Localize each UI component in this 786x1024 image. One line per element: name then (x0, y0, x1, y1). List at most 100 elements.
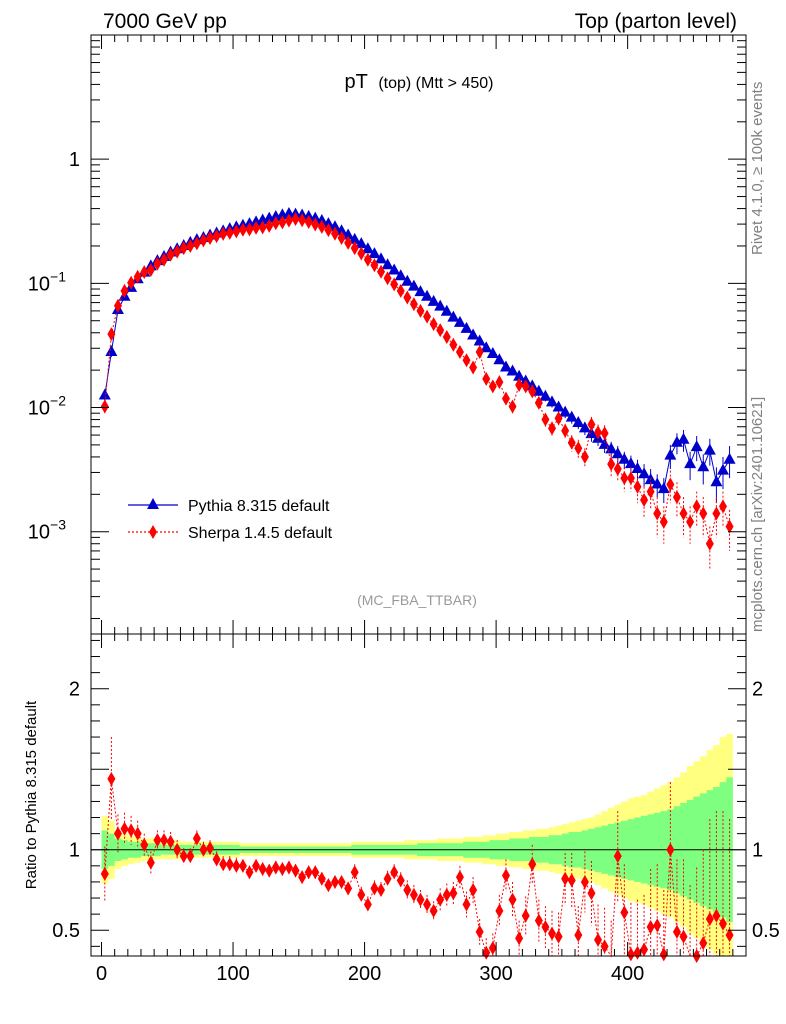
data-point-sherpa (377, 264, 386, 279)
ratio-data-point (554, 929, 563, 944)
data-point-pythia (427, 294, 440, 306)
data-point-pythia (486, 346, 499, 358)
data-point-pythia (355, 237, 368, 249)
legend-label-pythia: Pythia 8.315 default (188, 498, 330, 515)
ratio-data-point (508, 892, 517, 907)
data-point-sherpa (146, 263, 155, 278)
data-point-sherpa (666, 477, 675, 492)
data-point-sherpa (534, 395, 543, 410)
ratio-data-point (409, 887, 418, 902)
data-point-sherpa (140, 265, 149, 280)
data-point-sherpa (357, 246, 366, 261)
ratio-data-point (357, 887, 366, 902)
main-plot-axes: 110−110−210−3 (28, 35, 746, 634)
ratio-data-point (712, 908, 721, 923)
data-point-pythia (611, 447, 624, 459)
data-point-sherpa (370, 258, 379, 273)
main-y-tick-label-2: 10−2 (28, 393, 66, 420)
data-point-sherpa (600, 426, 609, 441)
ratio-plot-axes: 0 100 200 300 400 0.5 0.5 1 1 2 2 (52, 634, 780, 985)
ratio-data-point (653, 918, 662, 933)
ratio-data-point (390, 865, 399, 880)
ratio-data-point (718, 916, 727, 931)
main-plot-frame (90, 34, 747, 635)
ratio-data-point (120, 821, 129, 836)
data-point-sherpa (304, 214, 313, 229)
main-y-tick-label-base: 10 (28, 398, 50, 420)
data-point-sherpa (429, 317, 438, 332)
data-point-pythia (578, 421, 591, 433)
main-y-tick-label-exp: −1 (50, 268, 66, 284)
ratio-data-point (469, 882, 478, 897)
ratio-data-point (304, 865, 313, 880)
data-point-pythia (657, 482, 670, 494)
data-point-sherpa (626, 471, 635, 486)
data-point-pythia (598, 437, 611, 449)
ratio-data-point (206, 841, 215, 856)
data-point-sherpa (252, 220, 261, 235)
data-point-pythia (684, 457, 697, 469)
ratio-data-point (192, 831, 201, 846)
ratio-data-point (330, 874, 339, 889)
data-point-pythia (618, 452, 631, 464)
data-point-pythia (361, 242, 374, 254)
ratio-data-point (199, 842, 208, 857)
ratio-ylabel: Ratio to Pythia 8.315 default (23, 700, 40, 889)
mcplots-source-label: mcplots.cern.ch [arXiv:2401.10621] (749, 397, 766, 632)
data-point-sherpa (166, 247, 175, 262)
ratio-data-point (455, 870, 464, 885)
data-point-sherpa (659, 514, 668, 529)
data-point-sherpa (692, 499, 701, 514)
data-point-sherpa (620, 471, 629, 486)
data-point-pythia (421, 289, 434, 301)
data-point-pythia (407, 279, 420, 291)
data-point-pythia (677, 432, 690, 444)
data-point-sherpa (330, 226, 339, 241)
ratio-y-tick-label-2: 2 (69, 679, 80, 701)
data-point-sherpa (113, 298, 122, 313)
ratio-data-point (449, 886, 458, 901)
data-point-sherpa (554, 411, 563, 426)
data-point-sherpa (679, 506, 688, 521)
data-point-pythia (328, 220, 341, 232)
data-point-pythia (322, 217, 335, 229)
data-point-pythia (506, 364, 519, 376)
ratio-data-point (646, 920, 655, 935)
data-point-sherpa (482, 371, 491, 386)
data-point-pythia (545, 395, 558, 407)
ratio-data-point (107, 771, 116, 786)
data-point-sherpa (298, 213, 307, 228)
data-point-pythia (342, 228, 355, 240)
ratio-data-point (173, 842, 182, 857)
ratio-data-point (291, 863, 300, 878)
data-point-sherpa (475, 344, 484, 359)
ratio-data-point (423, 897, 432, 912)
data-point-sherpa (212, 229, 221, 244)
ratio-data-point (436, 892, 445, 907)
data-point-sherpa (219, 226, 228, 241)
main-series-0 (98, 206, 736, 504)
data-point-pythia (638, 467, 651, 479)
ratio-y-tick-label-right-2: 2 (752, 679, 763, 701)
data-point-sherpa (436, 323, 445, 338)
data-point-pythia (315, 213, 328, 225)
data-point-sherpa (173, 244, 182, 259)
data-point-sherpa (120, 283, 129, 298)
data-point-pythia (532, 384, 545, 396)
ratio-data-point (501, 868, 510, 883)
data-point-sherpa (567, 435, 576, 450)
data-point-sherpa (686, 514, 695, 529)
data-point-sherpa (640, 492, 649, 507)
data-point-sherpa (363, 252, 372, 267)
data-point-sherpa (469, 360, 478, 375)
ratio-data-point (567, 873, 576, 888)
ratio-data-point (475, 924, 484, 939)
plot-title-main: pT (345, 71, 368, 93)
data-point-pythia (473, 334, 486, 346)
data-point-sherpa (245, 222, 254, 237)
data-point-sherpa (547, 421, 556, 436)
data-point-pythia (348, 232, 361, 244)
data-point-pythia (499, 360, 512, 372)
ratio-data-point (166, 834, 175, 849)
